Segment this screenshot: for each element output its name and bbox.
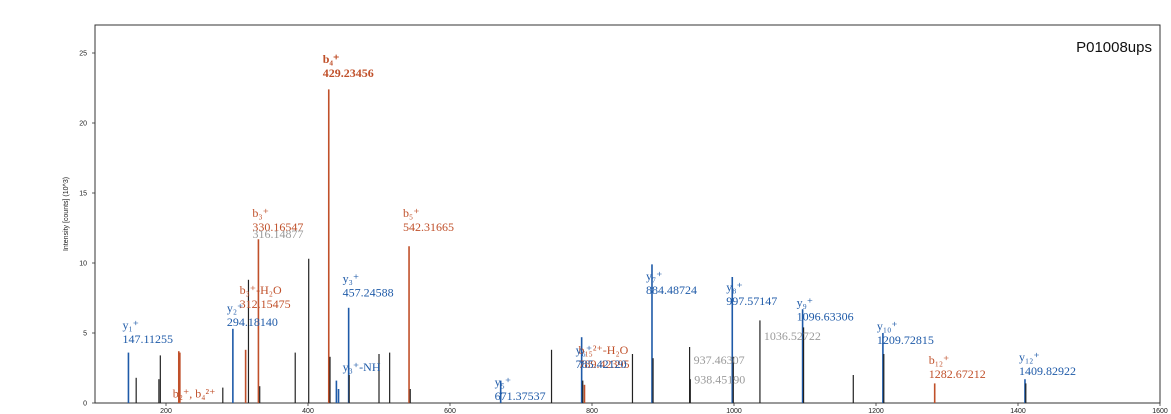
axis-ticks: 200 400 600 800 1000 1200 1400 1600 0 5 10 15 20 25 (79, 51, 1168, 414)
peak-ion-label: y₂⁺ (227, 301, 244, 315)
peak-ion-label: y₆⁺ (576, 343, 593, 357)
x-tick-label: 1400 (1010, 408, 1026, 414)
peak-mz-value: 938.45190 (694, 372, 745, 386)
peak-mz-value: 671.37537 (495, 389, 546, 403)
peak-ion-label: b₁₂⁺ (929, 353, 950, 367)
peak-mz-value: 316.14877 (252, 227, 303, 241)
peak-annotations: y₁⁺147.11255 y₂⁺294.18140 b₂⁺, b₄²⁺ b₃⁺-H₂O… (122, 52, 1076, 403)
peak-mz-value: 997.57147 (726, 294, 777, 308)
plot-frame (94, 24, 1161, 404)
peak-ion-label: b₃⁺-H₂O (240, 283, 282, 297)
chart-title: P01008ups (1076, 39, 1152, 56)
peak-mz-value: 457.24588 (343, 286, 394, 300)
x-tick-label: 200 (160, 408, 172, 414)
peak-mz-value: 789.42395 (578, 357, 629, 371)
peak-mz-value: 1096.63306 (797, 309, 854, 323)
y-axis-label: Intensity [counts] (10^3) (63, 177, 70, 251)
peak-ion-label: y₃⁺ (343, 272, 360, 286)
peak-mz-value: 785.42120 (576, 357, 627, 371)
x-tick-label: 1200 (868, 408, 884, 414)
x-tick-label: 800 (586, 408, 598, 414)
y-tick-label: 5 (83, 331, 87, 338)
peak-mz-value: 147.11255 (122, 332, 173, 346)
x-tick-label: 600 (444, 408, 456, 414)
peak-ion-label: b₄⁺ (323, 52, 340, 66)
peak-ion-label: y₉⁺ (797, 295, 814, 309)
y-tick-label: 0 (83, 401, 87, 408)
peak-ion-label: b₂⁺, b₄²⁺ (173, 386, 216, 400)
y-tick-label: 15 (79, 191, 87, 198)
y-tick-label: 25 (79, 51, 87, 58)
peak-ion-label: y₅⁺ (495, 375, 512, 389)
peak-ion-label: b₁₅²⁺-H₂O (578, 343, 628, 357)
peak-mz-value: 884.48724 (646, 283, 697, 297)
peak-mz-value: 294.18140 (227, 315, 278, 329)
x-tick-label: 1000 (726, 408, 742, 414)
peak-mz-value: 1282.67212 (929, 367, 986, 381)
peak-ion-label: y₃⁺-NH (343, 360, 381, 374)
y-tick-label: 10 (79, 261, 87, 268)
x-tick-label: 1600 (1152, 408, 1168, 414)
peak-ion-label: y₈⁺ (726, 280, 743, 294)
peak-mz-value: 330.16547 (252, 220, 303, 234)
peak-mz-value: 429.23456 (323, 66, 374, 80)
peak-ion-label: y₁₂⁺ (1019, 350, 1040, 364)
peak-ion-label: b₃⁺ (252, 206, 269, 220)
peak-mz-value: 542.31665 (403, 220, 454, 234)
peak-mz-value: 1409.82922 (1019, 364, 1076, 378)
peak-ion-label: y₁⁺ (122, 318, 139, 332)
peak-mz-value: 312.15475 (240, 297, 291, 311)
peak-ion-label: b₅⁺ (403, 206, 420, 220)
peak-ion-label: y₁₀⁺ (877, 319, 898, 333)
peak-mz-value: 1036.52722 (764, 329, 821, 343)
y-tick-label: 20 (79, 121, 87, 128)
peak-lines (127, 89, 1027, 403)
x-tick-label: 400 (302, 408, 314, 414)
peak-mz-value: 937.46307 (694, 353, 745, 367)
peak-mz-value: 1209.72815 (877, 333, 934, 347)
peak-ion-label: y₇⁺ (646, 269, 663, 283)
